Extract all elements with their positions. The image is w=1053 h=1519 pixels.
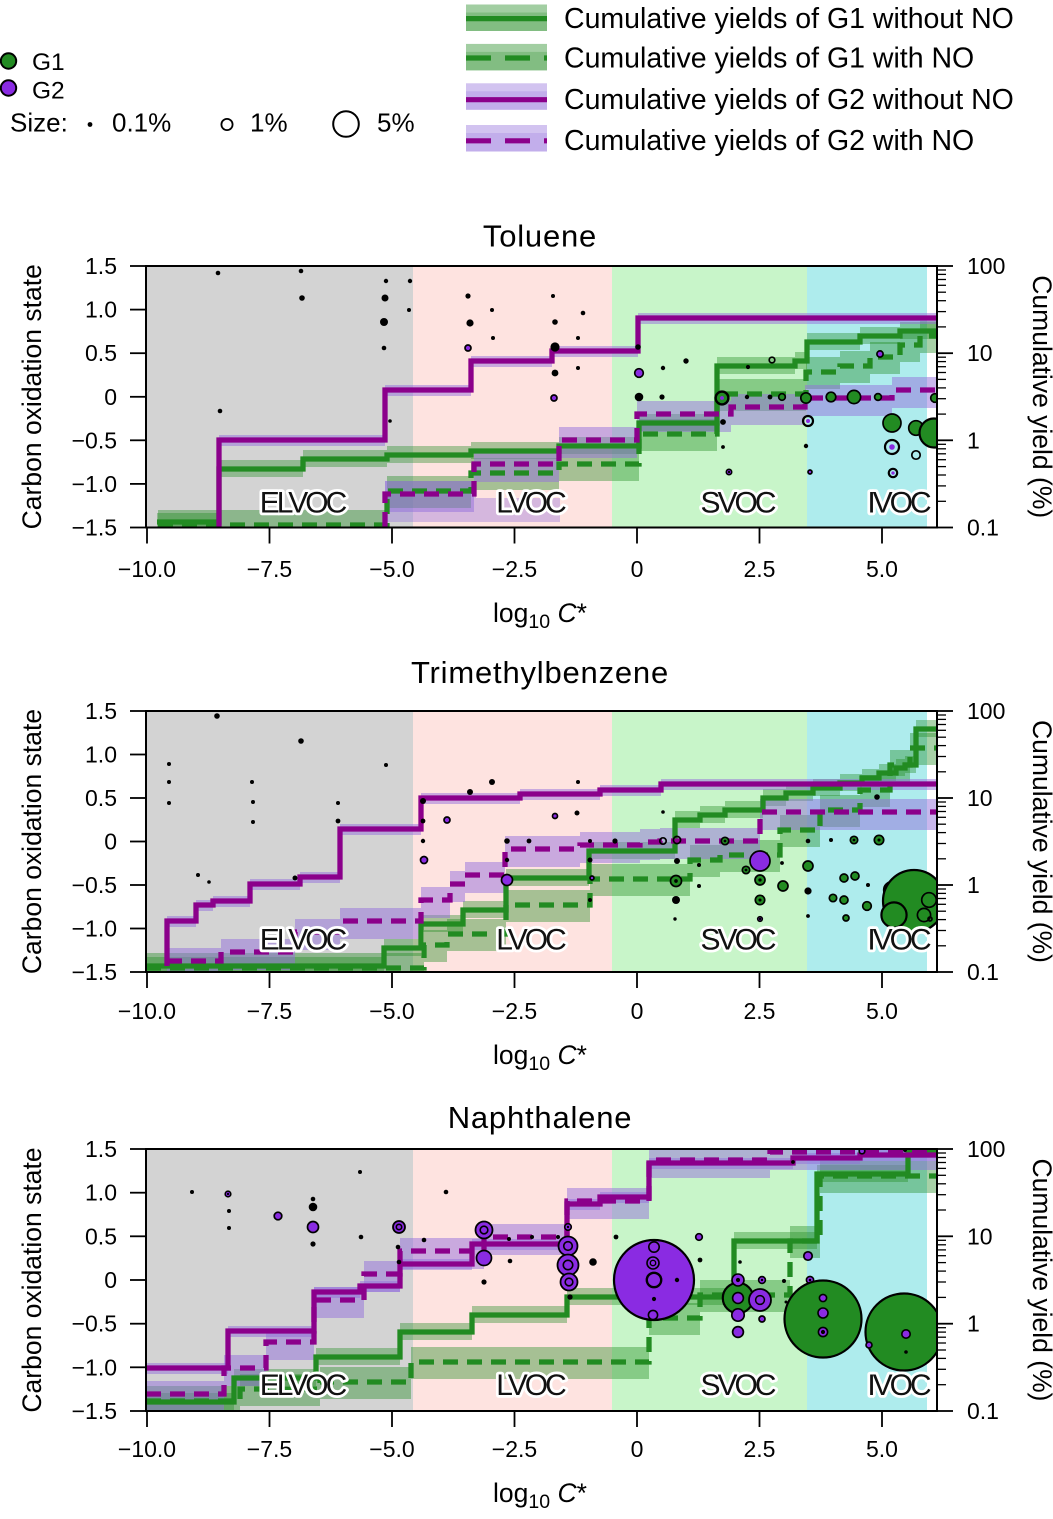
svg-text:1.5: 1.5 xyxy=(85,1136,117,1162)
svg-text:0.5: 0.5 xyxy=(85,340,117,366)
svg-text:LVOC: LVOC xyxy=(496,924,566,957)
svg-text:1.0: 1.0 xyxy=(85,1180,117,1206)
svg-text:log10 C*: log10 C* xyxy=(493,598,587,633)
svg-text:0: 0 xyxy=(631,1436,644,1462)
svg-text:1: 1 xyxy=(967,1311,980,1337)
svg-text:1: 1 xyxy=(967,427,980,453)
svg-text:0.1%: 0.1% xyxy=(112,108,171,138)
svg-text:−2.5: −2.5 xyxy=(492,556,537,582)
svg-text:−7.5: −7.5 xyxy=(247,1436,292,1462)
svg-text:0: 0 xyxy=(631,998,644,1024)
svg-text:−10.0: −10.0 xyxy=(118,556,176,582)
svg-text:SVOC: SVOC xyxy=(700,924,775,957)
svg-text:−7.5: −7.5 xyxy=(247,998,292,1024)
svg-text:−1.5: −1.5 xyxy=(72,959,117,985)
svg-text:5.0: 5.0 xyxy=(866,1436,898,1462)
svg-text:1: 1 xyxy=(967,872,980,898)
svg-text:5%: 5% xyxy=(377,108,415,138)
svg-text:5.0: 5.0 xyxy=(866,998,898,1024)
svg-text:Naphthalene: Naphthalene xyxy=(448,1100,633,1135)
svg-text:Toluene: Toluene xyxy=(483,218,597,253)
svg-text:SVOC: SVOC xyxy=(700,1369,775,1402)
svg-text:Carbon oxidation state: Carbon oxidation state xyxy=(17,1147,47,1412)
svg-text:0.5: 0.5 xyxy=(85,785,117,811)
svg-text:1.0: 1.0 xyxy=(85,297,117,323)
svg-text:−0.5: −0.5 xyxy=(72,872,117,898)
svg-text:1.0: 1.0 xyxy=(85,742,117,768)
svg-text:−1.5: −1.5 xyxy=(72,1398,117,1424)
svg-text:0: 0 xyxy=(631,556,644,582)
svg-text:Cumulative yield (%): Cumulative yield (%) xyxy=(1027,720,1053,963)
svg-text:LVOC: LVOC xyxy=(496,487,566,520)
svg-text:0.1: 0.1 xyxy=(967,1398,999,1424)
svg-text:100: 100 xyxy=(967,253,1005,279)
svg-text:LVOC: LVOC xyxy=(496,1369,566,1402)
svg-text:5.0: 5.0 xyxy=(866,556,898,582)
svg-text:−1.0: −1.0 xyxy=(72,471,117,497)
svg-text:−7.5: −7.5 xyxy=(247,556,292,582)
svg-text:10: 10 xyxy=(967,340,993,366)
svg-text:Cumulative yield (%): Cumulative yield (%) xyxy=(1027,1159,1053,1402)
svg-text:100: 100 xyxy=(967,698,1005,724)
svg-text:0.1: 0.1 xyxy=(967,959,999,985)
svg-text:0.1: 0.1 xyxy=(967,515,999,541)
svg-text:Size:: Size: xyxy=(10,108,68,138)
svg-text:−5.0: −5.0 xyxy=(369,556,414,582)
svg-text:SVOC: SVOC xyxy=(700,487,775,520)
svg-text:1%: 1% xyxy=(250,108,288,138)
svg-text:10: 10 xyxy=(967,785,993,811)
svg-text:Cumulative yield (%): Cumulative yield (%) xyxy=(1027,275,1053,518)
svg-text:−10.0: −10.0 xyxy=(118,1436,176,1462)
svg-text:−0.5: −0.5 xyxy=(72,427,117,453)
svg-text:Cumulative yields of G1 with N: Cumulative yields of G1 with NO xyxy=(564,42,974,74)
svg-text:−1.0: −1.0 xyxy=(72,1354,117,1380)
svg-text:−1.5: −1.5 xyxy=(72,515,117,541)
svg-text:Cumulative yields of G1 withou: Cumulative yields of G1 without NO xyxy=(564,3,1014,35)
svg-text:0: 0 xyxy=(104,1267,117,1293)
svg-text:100: 100 xyxy=(967,1136,1005,1162)
svg-text:log10 C*: log10 C* xyxy=(493,1478,587,1513)
svg-text:G1: G1 xyxy=(32,49,65,76)
svg-text:−2.5: −2.5 xyxy=(492,1436,537,1462)
svg-text:1.5: 1.5 xyxy=(85,253,117,279)
svg-text:2.5: 2.5 xyxy=(744,556,776,582)
svg-text:0.5: 0.5 xyxy=(85,1223,117,1249)
svg-text:Cumulative yields of G2 with N: Cumulative yields of G2 with NO xyxy=(564,125,974,157)
svg-text:ELVOC: ELVOC xyxy=(260,1369,347,1402)
svg-text:2.5: 2.5 xyxy=(744,1436,776,1462)
svg-text:1.5: 1.5 xyxy=(85,698,117,724)
svg-text:ELVOC: ELVOC xyxy=(260,487,347,520)
svg-text:−1.0: −1.0 xyxy=(72,916,117,942)
svg-text:Carbon oxidation state: Carbon oxidation state xyxy=(17,264,47,529)
svg-text:2.5: 2.5 xyxy=(744,998,776,1024)
svg-text:−5.0: −5.0 xyxy=(369,998,414,1024)
svg-text:−10.0: −10.0 xyxy=(118,998,176,1024)
svg-text:−0.5: −0.5 xyxy=(72,1311,117,1337)
svg-text:Trimethylbenzene: Trimethylbenzene xyxy=(411,655,669,690)
svg-text:ELVOC: ELVOC xyxy=(260,924,347,957)
svg-text:0: 0 xyxy=(104,829,117,855)
svg-text:IVOC: IVOC xyxy=(867,1369,931,1402)
svg-text:−2.5: −2.5 xyxy=(492,998,537,1024)
svg-text:−5.0: −5.0 xyxy=(369,1436,414,1462)
svg-text:Cumulative yields of G2 withou: Cumulative yields of G2 without NO xyxy=(564,84,1014,116)
svg-text:G2: G2 xyxy=(32,78,65,105)
svg-text:Carbon oxidation state: Carbon oxidation state xyxy=(17,709,47,974)
svg-text:10: 10 xyxy=(967,1223,993,1249)
svg-text:IVOC: IVOC xyxy=(867,924,931,957)
svg-text:0: 0 xyxy=(104,384,117,410)
svg-text:IVOC: IVOC xyxy=(867,487,931,520)
